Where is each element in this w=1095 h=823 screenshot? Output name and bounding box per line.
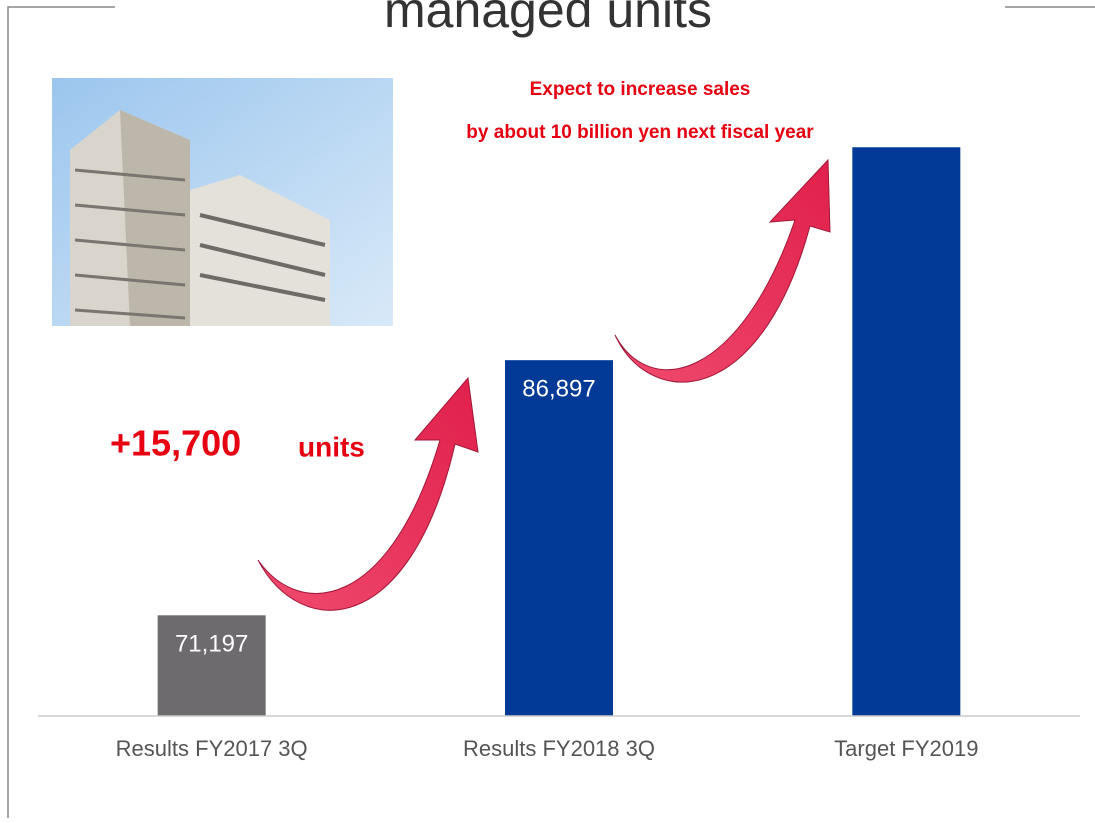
frame [7, 6, 1095, 818]
bar [505, 360, 613, 716]
bar [157, 615, 266, 716]
annotation: by about 10 billion yen next fiscal year [466, 122, 814, 143]
bar [852, 147, 961, 716]
annotation: units [298, 431, 365, 462]
value-label: 86,897 [522, 376, 595, 403]
x-tick-label: Results FY2018 3Q [463, 736, 655, 761]
arrows [257, 158, 831, 611]
x-tick-label: Results FY2017 3Q [116, 736, 308, 761]
annotation: Expect to increase sales [530, 79, 751, 100]
chart-title: managed units [384, 0, 712, 38]
x-tick-label: Target FY2019 [834, 736, 978, 761]
building-photo [52, 78, 393, 326]
value-label: 71,197 [175, 631, 248, 658]
annotation: +15,700 [110, 423, 241, 464]
